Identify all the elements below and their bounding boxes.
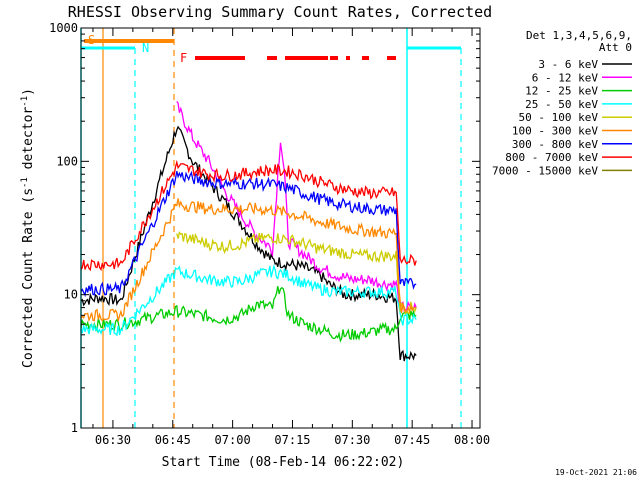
legend-header-1: Det 1,3,4,5,6,9,	[526, 29, 632, 42]
y-axis-label-sup2: -1	[20, 96, 30, 107]
series-line-7	[80, 159, 417, 272]
ticks-layer: 1 10 100 1000 06:30 06:45 07:00 07:15 07:30 07:45…	[49, 21, 490, 447]
x-axis-label: Start Time (08-Feb-14 06:22:02)	[162, 455, 405, 470]
legend-label-8: 7000 - 15000 keV	[492, 164, 598, 177]
x-tick-label: 08:00	[454, 433, 490, 447]
x-tick-label: 07:30	[334, 433, 370, 447]
chart-title: RHESSI Observing Summary Count Rates, Co…	[68, 3, 492, 21]
legend-label-2: 12 - 25 keV	[525, 85, 598, 98]
y-axis-label-sup1: -1	[20, 177, 30, 188]
series-layer	[80, 101, 417, 362]
legend-header-2: Att 0	[599, 41, 632, 54]
plot-frame	[80, 27, 481, 429]
series-line-3	[80, 264, 417, 337]
x-tick-label: 07:45	[394, 433, 430, 447]
x-tick-label: 07:15	[274, 433, 310, 447]
x-tick-label: 07:00	[215, 433, 251, 447]
series-line-6	[80, 170, 417, 298]
y-tick-label: 1	[71, 421, 78, 435]
legend-label-5: 100 - 300 keV	[512, 125, 598, 138]
series-line-5	[80, 198, 417, 323]
y-axis-label-mid: detector	[21, 107, 36, 178]
legend-label-6: 300 - 800 keV	[512, 138, 598, 151]
annotation-s: S	[88, 33, 95, 47]
y-tick-label: 1000	[49, 21, 78, 35]
y-axis-label-end: )	[21, 88, 36, 96]
legend-label-0: 3 - 6 keV	[538, 58, 598, 71]
y-axis-label-main: Corrected Count Rate (s	[21, 188, 36, 368]
series-line-2	[80, 286, 417, 343]
legend-label-3: 25 - 50 keV	[525, 98, 598, 111]
x-tick-label: 06:30	[95, 433, 131, 447]
legend-label-1: 6 - 12 keV	[532, 71, 599, 84]
annotation-f: F	[180, 51, 187, 65]
legend-label-4: 50 - 100 keV	[519, 111, 599, 124]
y-tick-label: 100	[56, 154, 78, 168]
annotation-n: N	[142, 41, 149, 55]
y-axis-label: Corrected Count Rate (s-1 detector-1)	[20, 88, 36, 368]
x-tick-label: 06:45	[155, 433, 191, 447]
legend-label-7: 800 - 7000 keV	[505, 151, 598, 164]
y-tick-label: 10	[64, 288, 78, 302]
overlay-layer: S N F	[80, 28, 462, 428]
series-line-4	[176, 231, 417, 316]
timestamp: 19-Oct-2021 21:06	[555, 468, 637, 477]
